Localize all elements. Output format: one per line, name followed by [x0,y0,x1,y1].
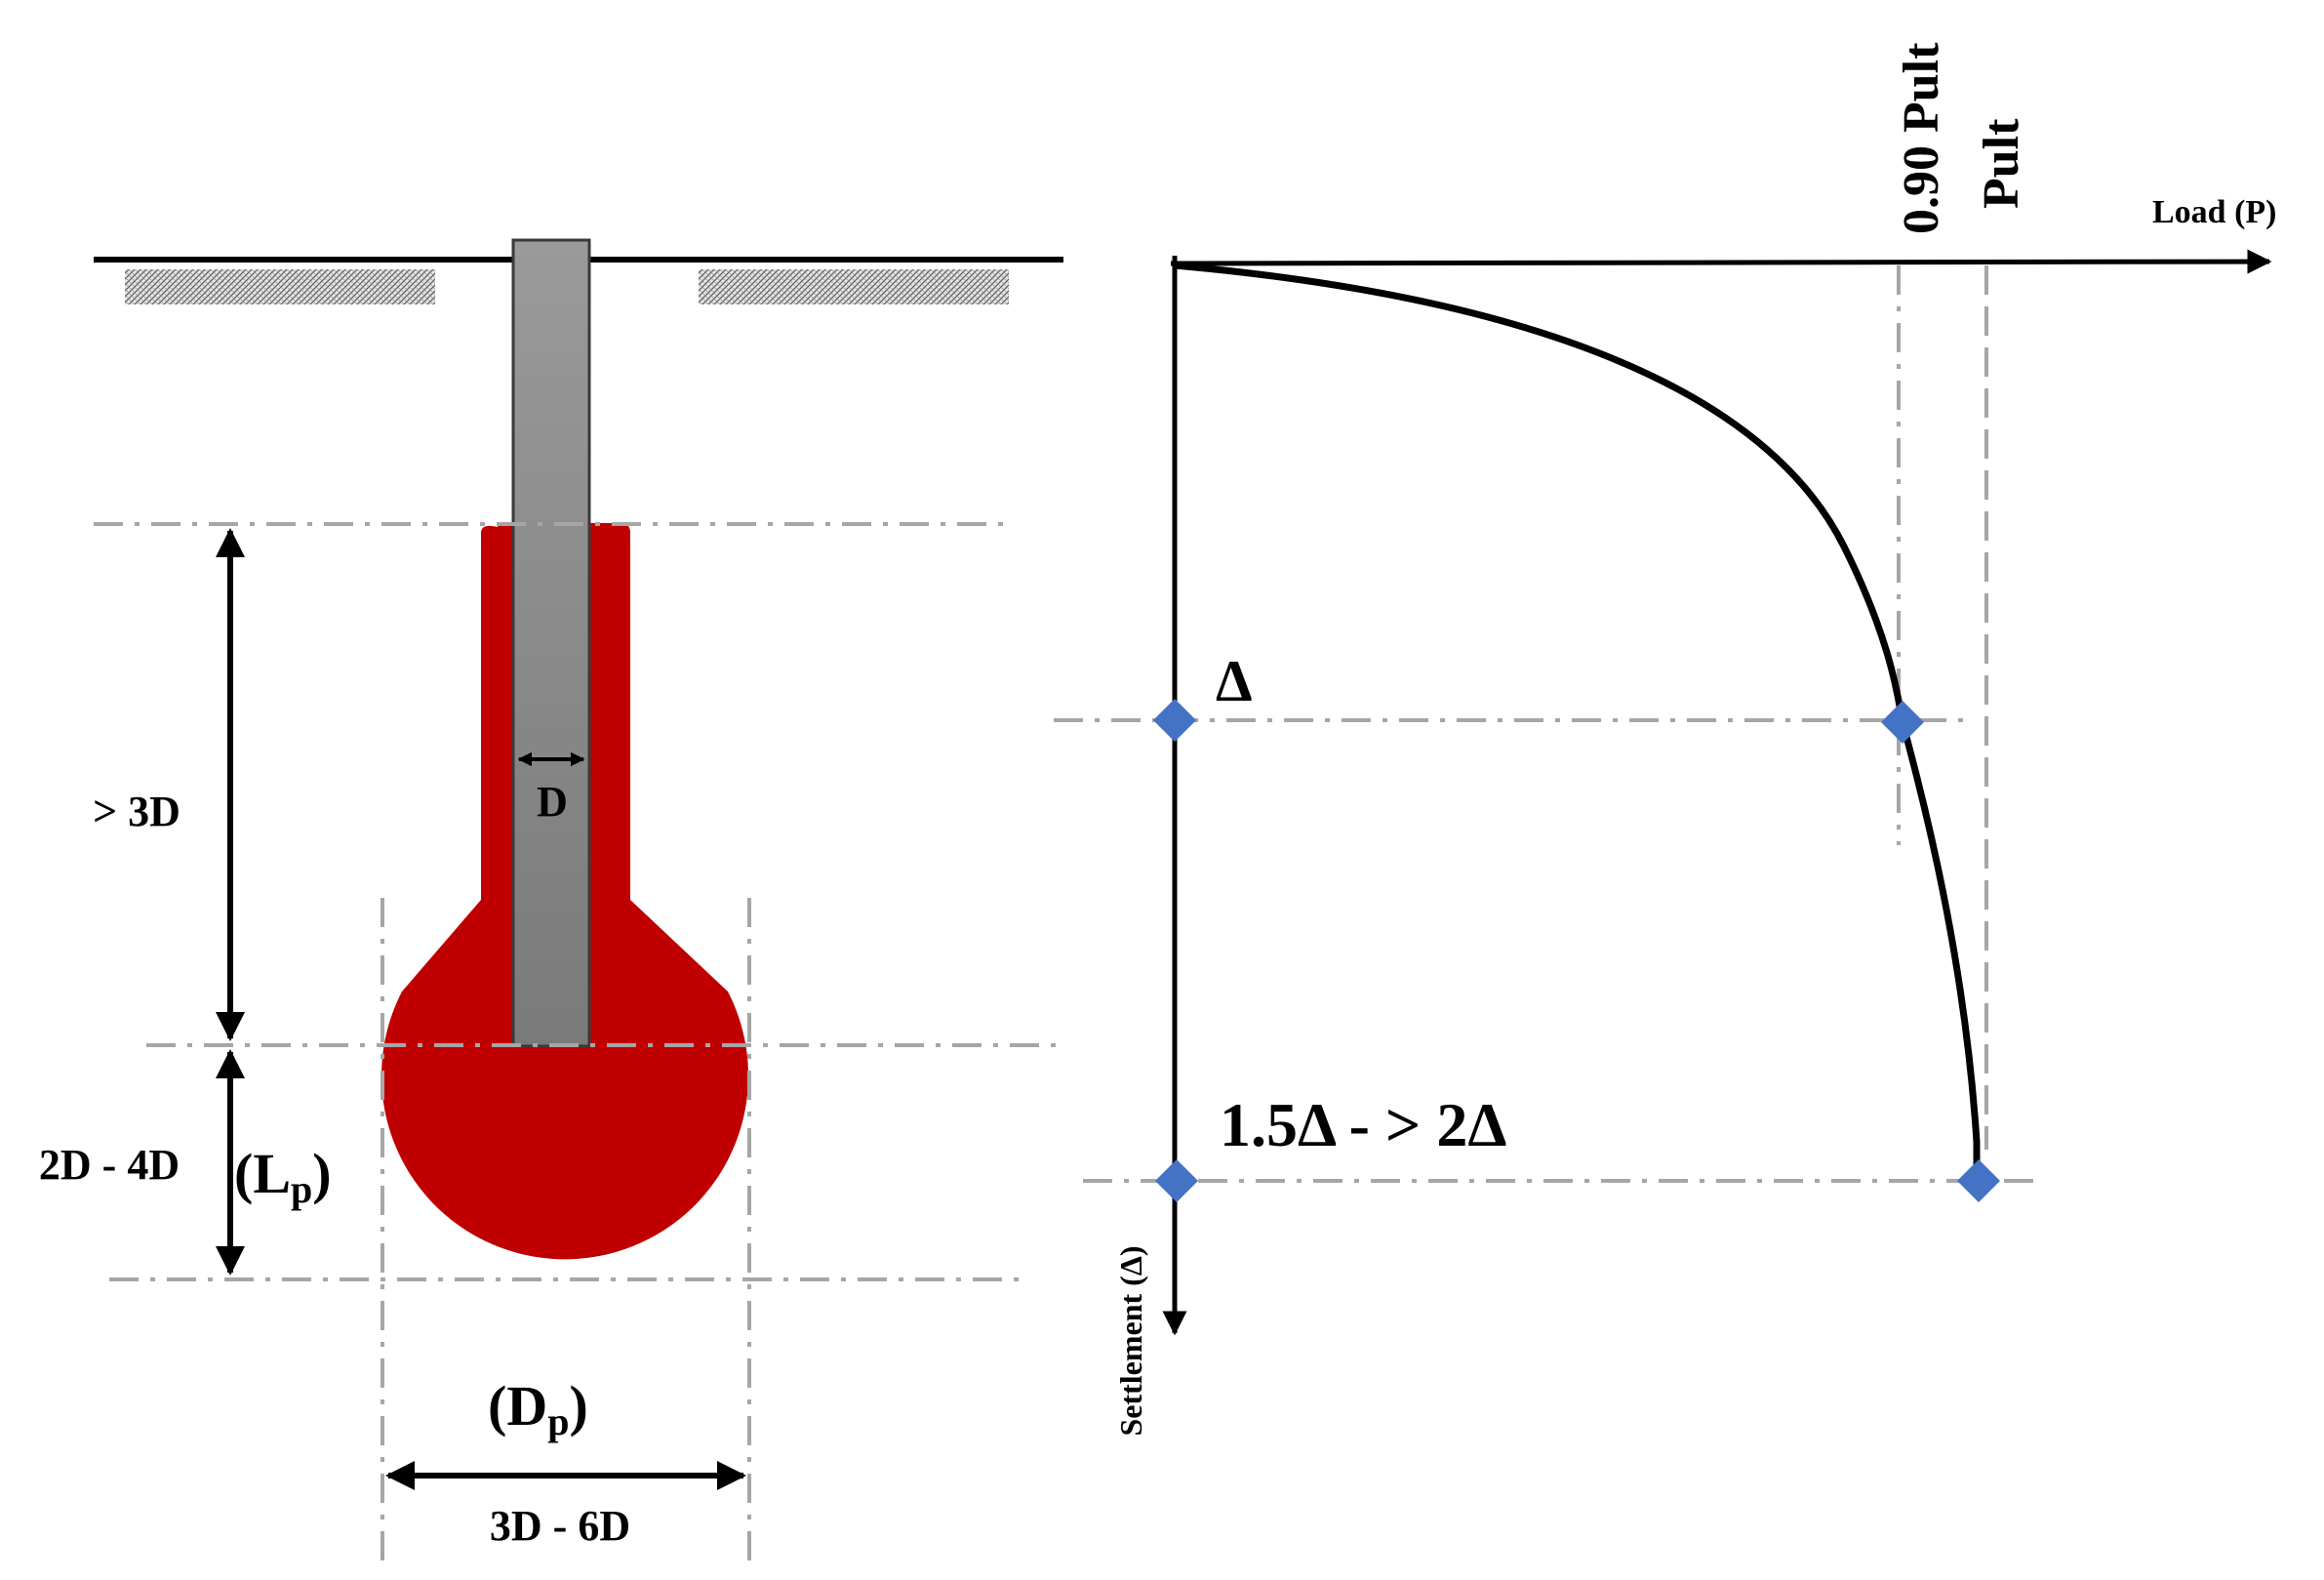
bulb-spacing-label: > 3D [93,788,180,835]
soil-hatch-left [125,269,435,304]
bulb-length-symbol: (Lp) [234,1142,332,1211]
bulb-length-label: 2D - 4D [39,1141,180,1189]
bulb-diameter-symbol-close: ) [569,1374,587,1438]
label-1-5delta: 1.5Δ - > 2Δ [1220,1090,1507,1159]
label-09pult: 0.90 Pult [1894,42,1949,234]
soil-hatch-right [699,269,1009,304]
load-settlement-curve [1174,262,1981,1171]
load-axis-label: Load (P) [2152,194,2277,230]
chart-guide-lines [1054,265,2039,1183]
pile-diagram: D > 3D 2D - 4D (Lp) (Dp) 3D - 6D [39,238,1063,1561]
bulb-diameter-subscript: p [547,1399,569,1443]
bulb-diameter-label: 3D - 6D [490,1502,630,1550]
bulb-diameter-symbol-letter: D [506,1374,547,1438]
marker-curve-1-5delta [1957,1159,2000,1202]
marker-axis-delta [1153,699,1196,742]
load-settlement-chart: Load (P) Settlement (Δ) 0.90 Pult Pult Δ… [1054,42,2277,1437]
label-delta: Δ [1216,649,1253,713]
settlement-axis-label: Settlement (Δ) [1113,1245,1148,1436]
marker-axis-1-5delta [1155,1159,1198,1202]
bulb-diameter-symbol: (Dp) [488,1374,588,1443]
pile-shaft [511,238,591,1048]
load-axis [1170,249,2272,274]
bulb-length-symbol-letter: L [253,1142,291,1205]
pile-guide-lines [94,522,1063,1561]
bulb-length-subscript: p [291,1167,312,1211]
bulb-length-symbol-close: ) [312,1142,331,1205]
chart-markers [1153,699,2000,1202]
marker-curve-delta [1881,701,1924,744]
shaft-width-label: D [537,778,568,826]
label-pult: Pult [1974,118,2029,209]
